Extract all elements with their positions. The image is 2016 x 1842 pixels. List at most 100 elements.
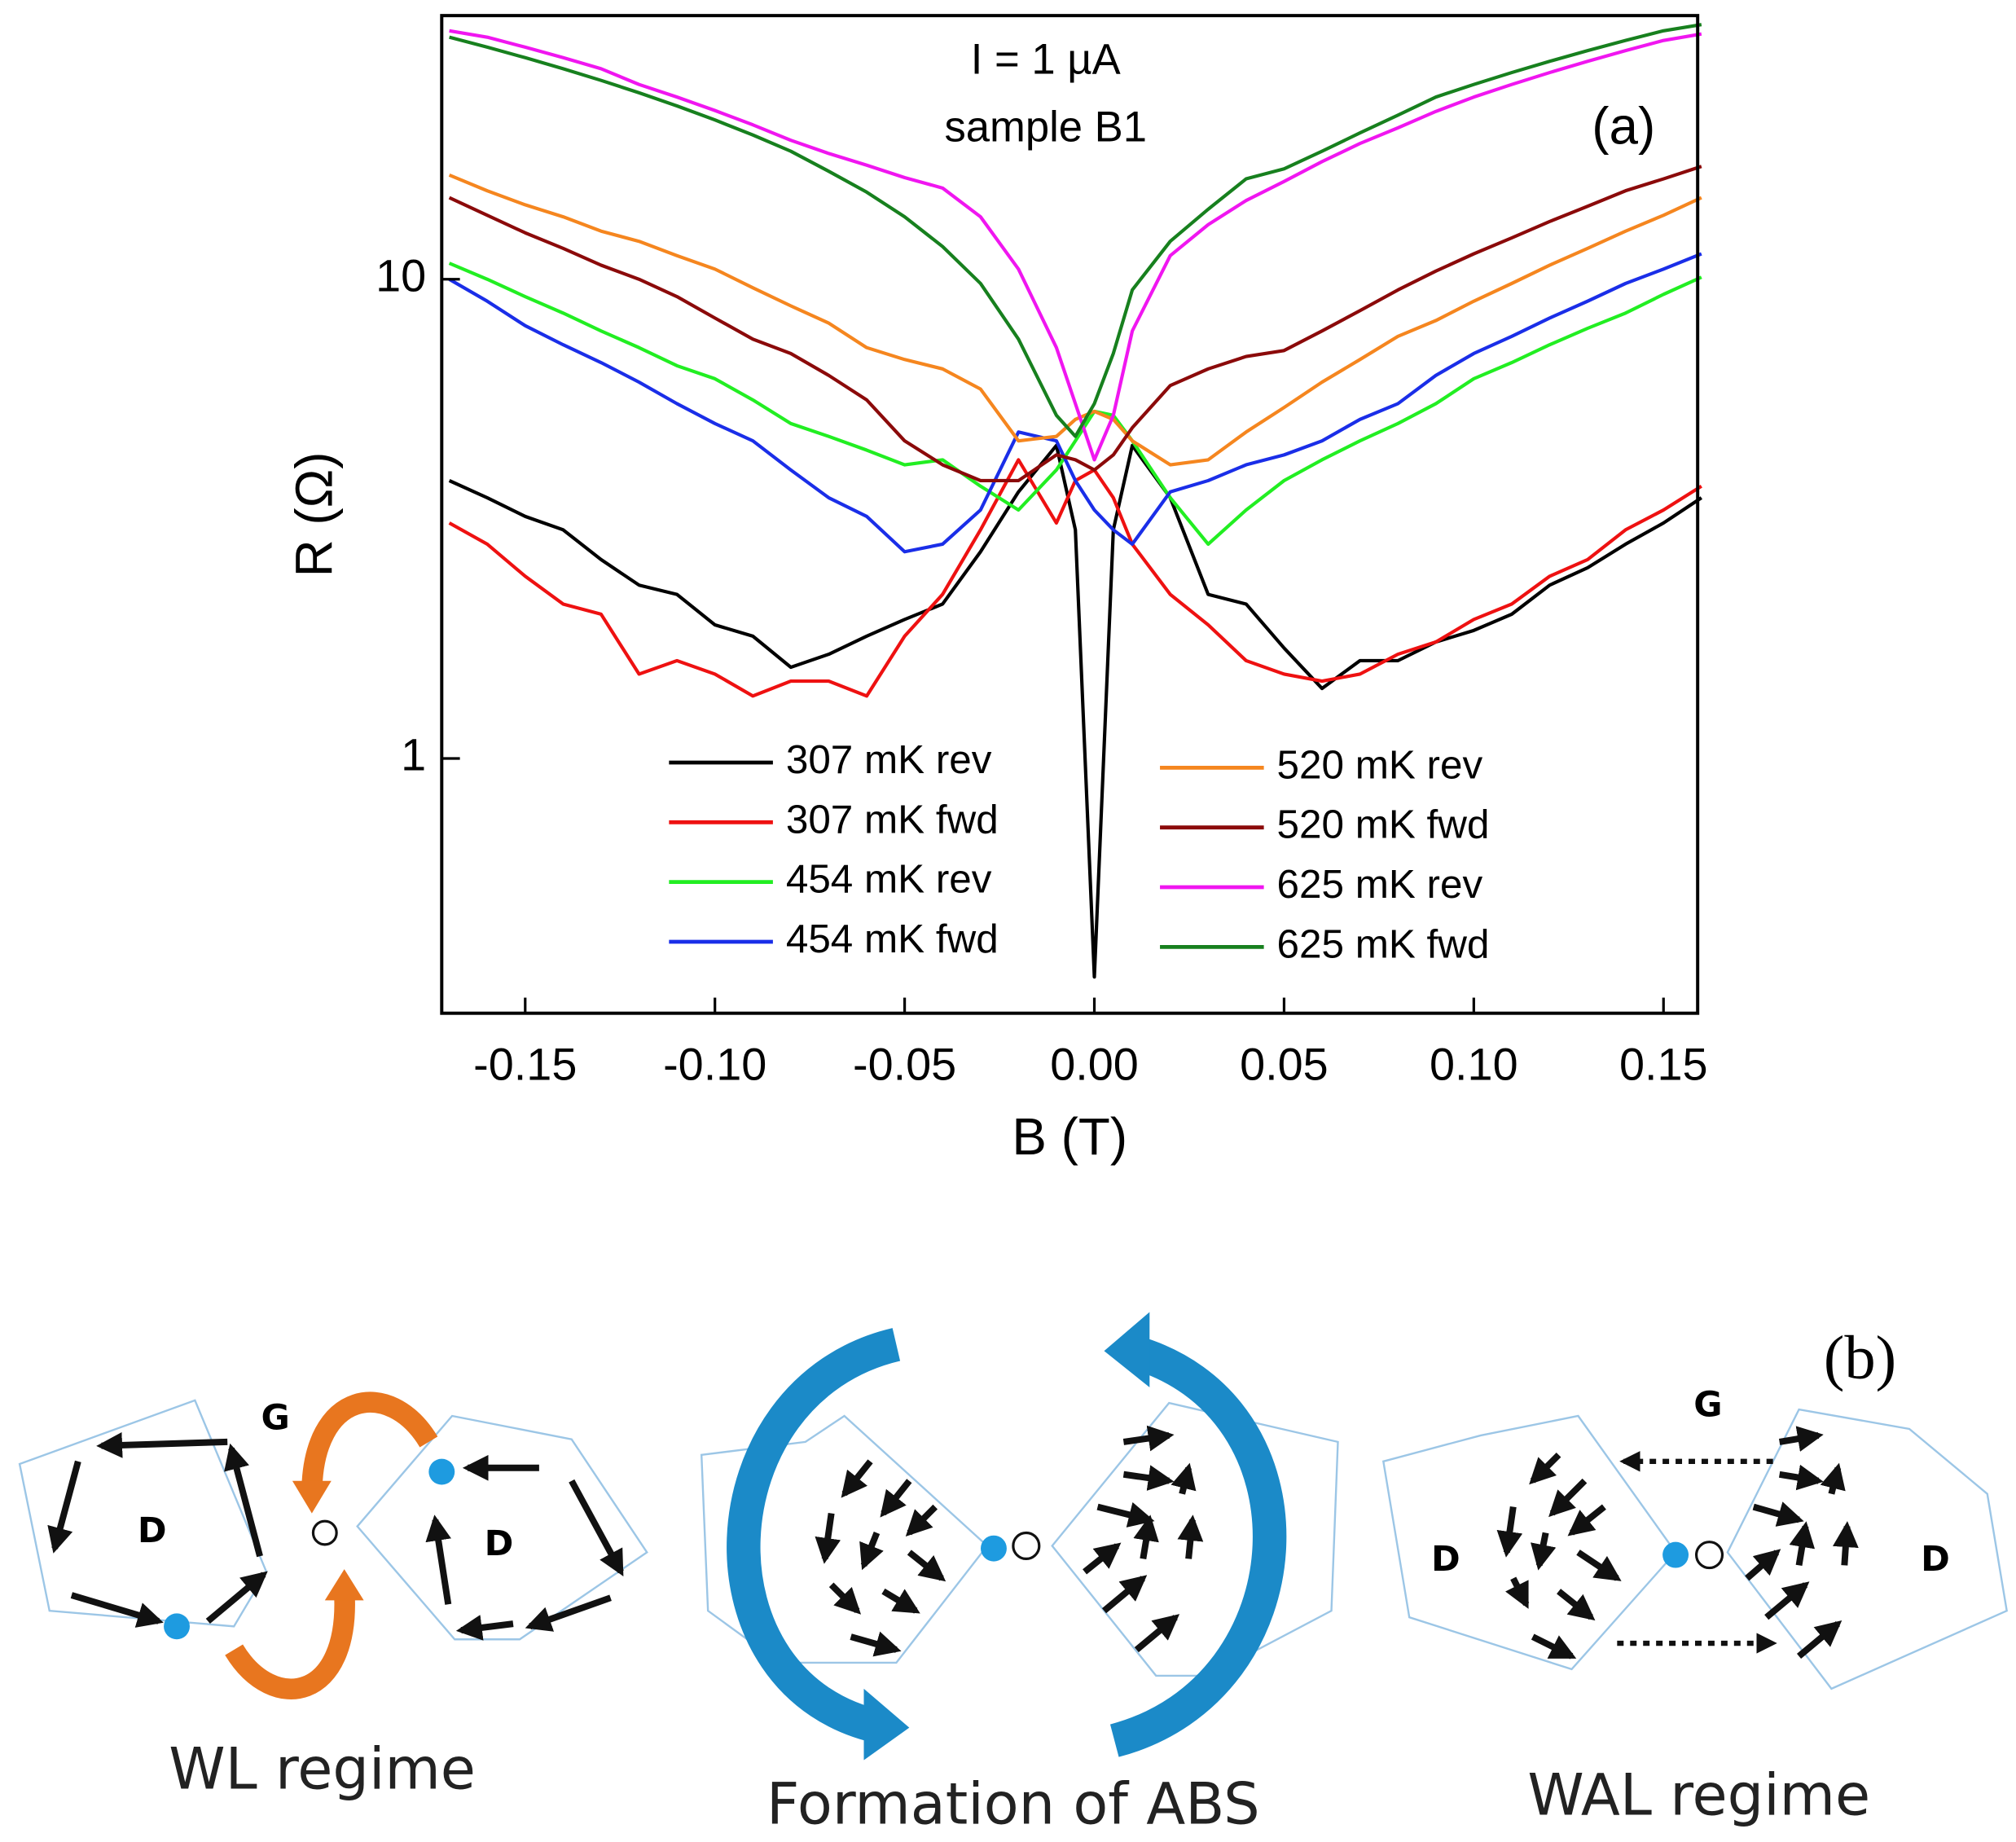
x-tick-label: -0.10 xyxy=(663,1038,766,1089)
reflection-arrow xyxy=(324,1569,364,1601)
legend-label: 520 mK rev xyxy=(1277,742,1483,787)
legend-label: 454 mK rev xyxy=(786,857,992,902)
y-tick-label: 1 xyxy=(401,729,426,780)
caption: WL regime xyxy=(169,1736,476,1803)
arrow xyxy=(1796,1620,1843,1660)
reflection-arrow xyxy=(292,1480,332,1514)
arrow xyxy=(1122,1425,1175,1452)
x-tick-label: 0.15 xyxy=(1619,1038,1708,1089)
abs-panel: Formation of ABS xyxy=(700,1312,1339,1838)
x-tick-label: 0.00 xyxy=(1050,1038,1139,1089)
arrow xyxy=(1745,1549,1781,1581)
reflection-arrow xyxy=(225,1590,355,1699)
arrow xyxy=(1505,1576,1530,1609)
x-tick-label: 0.05 xyxy=(1240,1038,1329,1089)
arrow xyxy=(881,1588,920,1614)
arrow xyxy=(815,1513,841,1564)
annotation: sample B1 xyxy=(944,103,1147,151)
arrow xyxy=(96,1431,228,1458)
electrode xyxy=(1051,1401,1339,1677)
x-tick-label: -0.15 xyxy=(473,1038,577,1089)
x-axis-label: B (T) xyxy=(1012,1107,1127,1166)
legend-label: 307 mK fwd xyxy=(786,797,999,842)
plot: -0.15 -0.10 -0.05 0.00 0.05 0.10 0.15 1 10 B (T) R… xyxy=(285,14,1708,1166)
arrow xyxy=(841,1459,873,1498)
series-line xyxy=(448,165,1702,483)
hole xyxy=(1694,1541,1724,1570)
series-line xyxy=(448,443,1702,979)
arrow xyxy=(455,1615,514,1641)
arrow xyxy=(205,1571,268,1624)
panel-label: (b) xyxy=(1824,1323,1896,1392)
series-line xyxy=(448,458,1702,698)
arrow xyxy=(1096,1501,1155,1528)
arrow xyxy=(1083,1542,1122,1575)
rotation-arrow xyxy=(1104,1312,1150,1387)
arrow xyxy=(828,1582,862,1615)
arrow xyxy=(1529,1453,1561,1485)
legend-label: 520 mK fwd xyxy=(1277,802,1490,847)
reflection-arrow xyxy=(301,1391,438,1494)
legend-label: 454 mK fwd xyxy=(786,917,999,961)
y-tick-label: 10 xyxy=(376,250,426,301)
electrode xyxy=(1726,1408,2009,1690)
arrow xyxy=(1832,1521,1859,1566)
arrow xyxy=(1133,1514,1159,1560)
arrow xyxy=(1789,1521,1816,1567)
plot-frame xyxy=(440,14,1700,1015)
electrode xyxy=(1381,1414,1677,1671)
hole xyxy=(311,1519,338,1546)
drain-label: D xyxy=(1921,1539,1950,1580)
electrode xyxy=(356,1414,648,1641)
arrow xyxy=(1122,1465,1175,1491)
arrow xyxy=(1548,1478,1588,1518)
arrow xyxy=(907,1550,947,1582)
electrode xyxy=(18,1399,268,1628)
diagram: (b) G D D WL regime xyxy=(18,1312,2009,1838)
legend-label: 625 mK rev xyxy=(1277,862,1483,907)
arrow xyxy=(1171,1462,1197,1495)
arrow xyxy=(569,1479,624,1576)
series-line xyxy=(448,262,1702,547)
drain-label: D xyxy=(1431,1539,1460,1580)
legend-label: 307 mK rev xyxy=(786,737,992,782)
arrow xyxy=(70,1592,164,1628)
arrow xyxy=(905,1504,938,1537)
arrow xyxy=(1557,1589,1596,1621)
y-axis-label: R (Ω) xyxy=(285,451,344,577)
gate-label: G xyxy=(1693,1384,1722,1425)
arrow xyxy=(1752,1501,1804,1527)
hole xyxy=(1012,1531,1041,1560)
arrow xyxy=(1820,1462,1846,1495)
wl-panel: G D D WL regime xyxy=(18,1391,648,1803)
x-tick-label: 0.10 xyxy=(1430,1038,1518,1089)
arrow xyxy=(1764,1581,1810,1620)
arrow xyxy=(1576,1550,1622,1581)
electron xyxy=(1662,1541,1689,1568)
arrow xyxy=(1778,1464,1824,1491)
arrow xyxy=(1101,1575,1148,1614)
arrow xyxy=(47,1460,81,1554)
arrow xyxy=(850,1631,902,1657)
rotation-arrow xyxy=(727,1328,901,1745)
wal-panel: G D D WAL regime xyxy=(1381,1384,2009,1828)
arrow xyxy=(525,1594,612,1632)
caption: WAL regime xyxy=(1527,1761,1870,1828)
rotation-arrow xyxy=(863,1688,910,1761)
drain-label: D xyxy=(485,1523,514,1564)
annotation: (a) xyxy=(1592,96,1655,155)
rotation-arrow xyxy=(1109,1334,1287,1757)
electron xyxy=(164,1613,190,1640)
series-line xyxy=(449,29,1702,462)
series-line xyxy=(449,23,1702,438)
arrow xyxy=(859,1532,884,1571)
caption: Formation of ABS xyxy=(766,1771,1260,1838)
electron xyxy=(981,1535,1007,1562)
arrow xyxy=(425,1514,452,1605)
annotation: I = 1 µA xyxy=(971,35,1121,83)
arrow xyxy=(1567,1504,1606,1536)
arrow xyxy=(1531,1532,1557,1571)
electrode xyxy=(700,1414,989,1664)
